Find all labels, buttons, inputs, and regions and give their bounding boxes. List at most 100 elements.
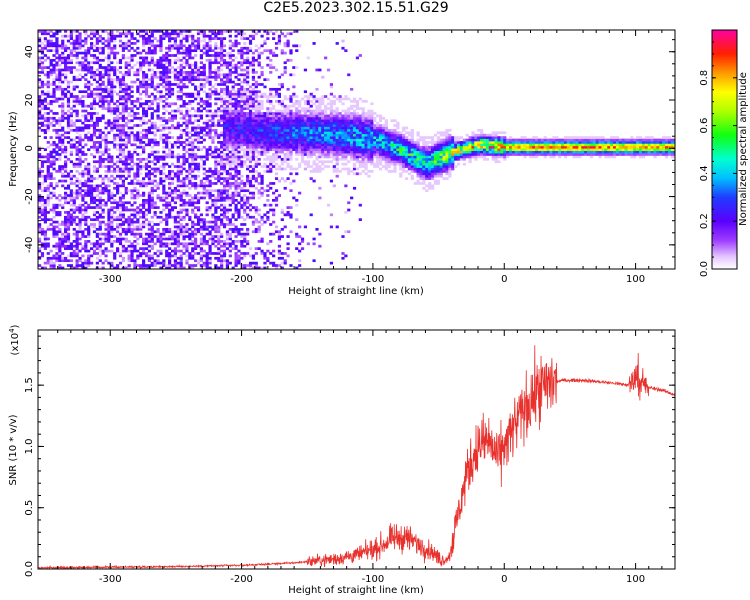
spectrogram-cell xyxy=(191,128,195,132)
spectrogram-cell xyxy=(162,145,166,149)
spectrogram-cell xyxy=(277,165,282,168)
spectrogram-cell xyxy=(81,203,85,207)
spectrogram-cell xyxy=(40,46,45,50)
spectrogram-cell xyxy=(211,240,215,243)
spectrogram-cell xyxy=(52,208,56,212)
spectrogram-cell xyxy=(75,51,79,55)
spectrogram-cell xyxy=(121,162,125,166)
spectrogram-cell xyxy=(185,227,189,231)
spectrogram-cell xyxy=(162,73,166,77)
spectrogram-cell xyxy=(130,160,134,164)
spectrogram-cell xyxy=(92,44,97,48)
spectrogram-cell xyxy=(251,150,256,154)
spectrogram-cell xyxy=(222,191,227,195)
spectrogram-cell xyxy=(228,196,232,200)
spectrogram-cell xyxy=(78,119,82,123)
spectrogram-cell xyxy=(58,155,62,159)
spectrogram-cell xyxy=(194,63,198,67)
spectrogram-cell xyxy=(127,157,131,161)
spectrogram-cell xyxy=(104,177,108,180)
spectrogram-cell xyxy=(194,196,198,200)
spectrogram-cell xyxy=(64,186,68,190)
spectrogram-cell xyxy=(95,198,99,202)
spectrogram-cell xyxy=(38,121,42,125)
spectrogram-cell xyxy=(98,58,102,62)
spectrogram-cell xyxy=(300,247,305,250)
spectrogram-cell xyxy=(234,150,238,154)
spectrogram-cell xyxy=(220,157,224,161)
spectrogram-cell xyxy=(260,153,264,156)
spectrogram-cell xyxy=(92,75,97,79)
spectrogram-cell xyxy=(280,150,284,154)
spectrogram-cell xyxy=(254,227,258,231)
spectrogram-cell xyxy=(55,112,59,115)
spectrogram-cell xyxy=(104,66,108,69)
spectrogram-cell xyxy=(104,186,108,190)
spectrogram-cell xyxy=(38,215,42,219)
spectrogram-cell xyxy=(147,182,151,185)
spectrogram-cell xyxy=(269,114,273,118)
spectrogram-cell xyxy=(58,254,62,258)
spectrogram-cell xyxy=(40,254,45,258)
spectrogram-cell xyxy=(107,235,111,238)
spectrogram-cell xyxy=(55,61,59,65)
spectrogram-cell xyxy=(222,80,227,84)
spectrogram-cell xyxy=(237,261,241,265)
spectrogram-cell xyxy=(243,73,247,77)
spectrogram-cell xyxy=(176,51,180,55)
spectrogram-cell xyxy=(92,56,97,60)
spectrogram-cell xyxy=(43,160,47,164)
spectrogram-cell xyxy=(237,191,241,195)
spectrogram-cell xyxy=(162,218,166,222)
spectrogram-cell xyxy=(188,109,192,113)
spectrogram-cell xyxy=(280,218,284,222)
spectrogram-cell xyxy=(133,116,137,120)
spectrogram-cell xyxy=(234,97,238,101)
spectrogram-cell xyxy=(251,119,256,123)
spectrogram-cell xyxy=(289,51,293,55)
spectrogram-cell xyxy=(52,80,56,84)
spectrogram-cell xyxy=(228,136,232,139)
spectrogram-cell xyxy=(52,227,56,231)
spectrogram-cell xyxy=(66,220,71,224)
spectrogram-cell xyxy=(61,242,65,246)
spectrogram-cell xyxy=(191,220,195,224)
spectrogram-cell xyxy=(84,247,88,250)
spectrogram-cell xyxy=(173,201,177,205)
spectrogram-cell xyxy=(104,141,108,144)
spectrogram-cell xyxy=(289,119,293,123)
spectrogram-cell xyxy=(220,196,224,200)
spectrogram-cell xyxy=(214,235,218,238)
spectrogram-cell xyxy=(263,119,267,123)
spectrogram-cell xyxy=(139,102,143,106)
spectrogram-cell xyxy=(228,80,232,84)
spectrogram-cell xyxy=(263,170,267,173)
spectrogram-cell xyxy=(52,160,56,164)
spectrogram-cell xyxy=(92,102,97,106)
spectrogram-cell xyxy=(208,206,212,209)
spectrogram-cell xyxy=(150,167,154,171)
spectrogram-cell xyxy=(124,220,128,224)
spectrogram-cell xyxy=(142,61,146,65)
spectrogram-cell xyxy=(116,186,120,190)
spectrogram-cell xyxy=(260,95,264,98)
spectrogram-cell xyxy=(130,54,134,57)
spectrogram-cell xyxy=(283,42,287,45)
spectrogram-cell xyxy=(289,150,293,154)
spectrogram-cell xyxy=(156,240,160,243)
spectrogram-cell xyxy=(220,51,224,55)
spectrogram-cell xyxy=(205,191,209,195)
spectrogram-cell xyxy=(113,68,117,72)
spectrogram-cell xyxy=(69,124,73,127)
spectrogram-cell xyxy=(133,49,137,53)
spectrogram-cell xyxy=(124,116,128,120)
spectrogram-cell xyxy=(173,102,177,106)
spectrogram-cell xyxy=(194,227,198,231)
spectrogram-cell xyxy=(153,203,157,207)
spectrogram-cell xyxy=(217,191,221,195)
spectrogram-cell xyxy=(231,121,235,125)
spectrogram-cell xyxy=(156,109,160,113)
spectrogram-cell xyxy=(75,261,79,265)
spectrogram-cell xyxy=(251,83,256,86)
spectrogram-cell xyxy=(179,165,183,168)
